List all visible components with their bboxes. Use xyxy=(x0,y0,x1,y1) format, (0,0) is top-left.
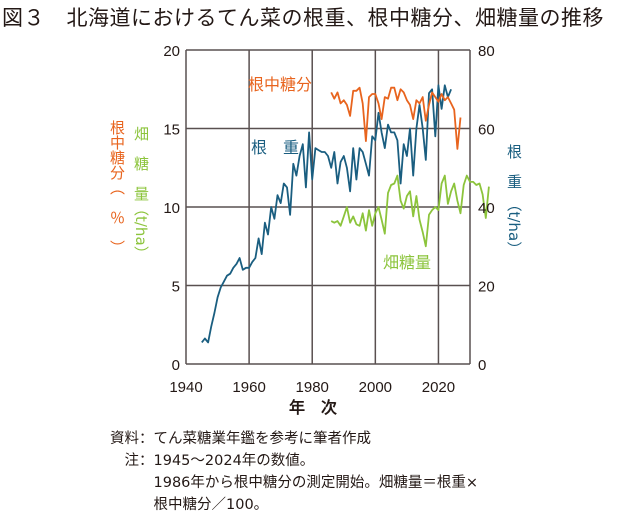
y-right-tick-label: 40 xyxy=(478,200,495,217)
annotation-root-weight: 根 重 xyxy=(251,138,299,157)
source-note: 資料：てん菜糖業年鑑を参考に筆者作成 xyxy=(110,431,371,447)
notes: 資料：てん菜糖業年鑑を参考に筆者作成 注：1945～2024年の数値。 1986… xyxy=(110,428,478,516)
annotation-sugar-yield: 畑糖量 xyxy=(383,253,431,272)
note-line-2: 1986年から根中糖分の測定開始。畑糖量＝根重× xyxy=(110,475,479,491)
x-tick-label: 1940 xyxy=(169,379,202,396)
annotation-sugar-content: 根中糖分 xyxy=(248,75,312,94)
y-left-tick-label: 0 xyxy=(172,357,180,374)
figure-title: 図３ 北海道におけるてん菜の根重、根中糖分、畑糖量の推移 xyxy=(2,6,604,30)
grid xyxy=(185,49,471,365)
left-axis-label-sugar-yield: 畑 糖 量（t/ha） xyxy=(132,126,150,261)
tick-labels: 1940 1960 1980 2000 2020 0 5 10 15 20 0 20 40 60 80 xyxy=(163,43,494,396)
y-left-tick-label: 15 xyxy=(163,122,180,139)
series-line-root-weight xyxy=(201,84,452,344)
x-tick-label: 1980 xyxy=(296,379,329,396)
y-left-tick-label: 5 xyxy=(172,279,180,296)
note-line-1: 注：1945～2024年の数値。 xyxy=(110,453,315,469)
x-tick-label: 2000 xyxy=(359,379,392,396)
x-axis-label: 年 次 xyxy=(289,398,337,417)
x-tick-label: 1960 xyxy=(232,379,265,396)
y-left-tick-label: 10 xyxy=(163,200,180,217)
y-right-tick-label: 80 xyxy=(478,43,495,60)
left-axis-label-sugar-content: 根中糖分（ ％ ） xyxy=(108,120,126,255)
x-tick-label: 2020 xyxy=(422,379,455,396)
y-left-tick-label: 20 xyxy=(163,43,180,60)
series-line-sugar-yield xyxy=(330,174,490,248)
note-line-3: 根中糖分／100。 xyxy=(110,497,269,513)
y-right-tick-label: 60 xyxy=(478,122,495,139)
right-axis-label-root-weight: 根 重 （t/ha） xyxy=(505,144,523,257)
y-right-tick-label: 20 xyxy=(478,279,495,296)
series-layer xyxy=(201,84,490,344)
y-right-tick-label: 0 xyxy=(478,357,486,374)
series-line-sugar-content xyxy=(330,86,462,150)
